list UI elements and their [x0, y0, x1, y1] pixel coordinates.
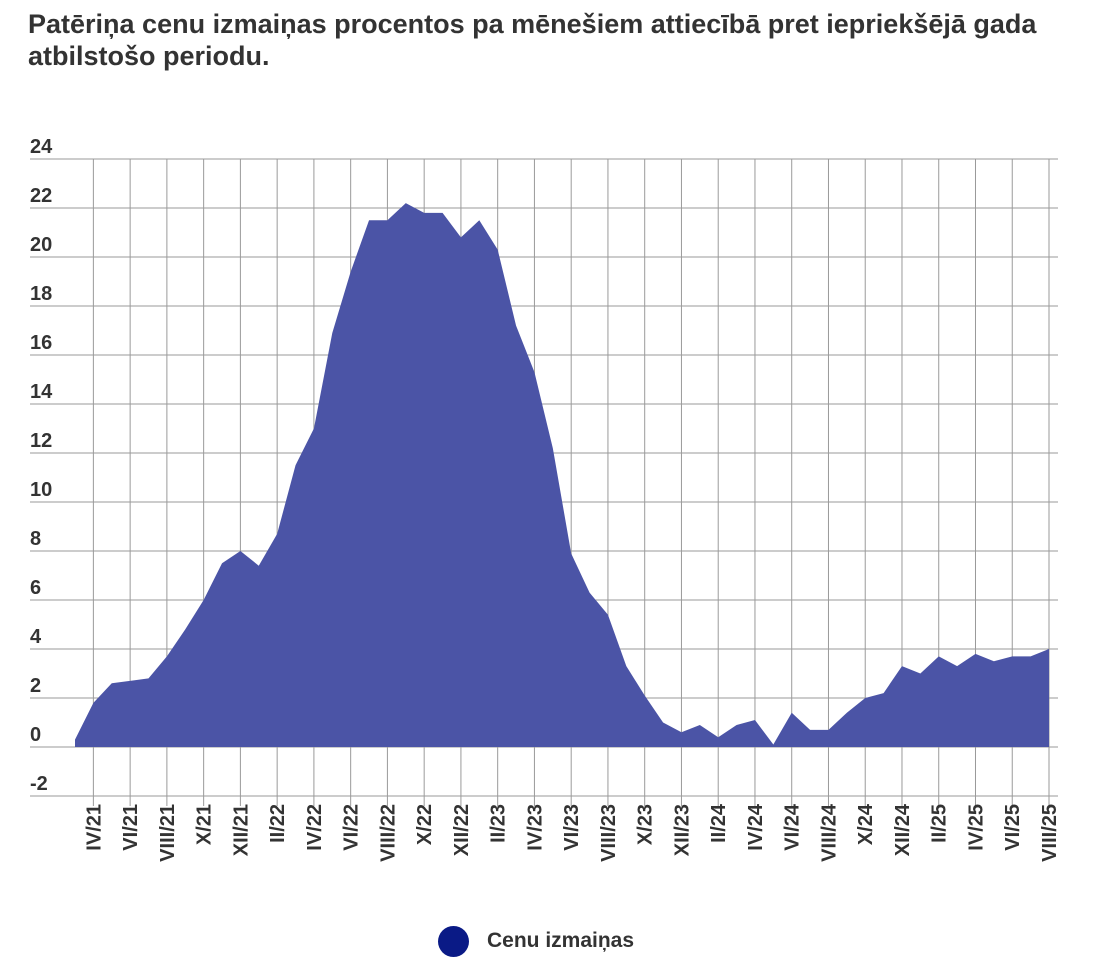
- x-tick-label: VI/23: [561, 804, 583, 851]
- y-tick-label: 14: [30, 381, 53, 403]
- y-tick-label: 12: [30, 430, 52, 452]
- y-tick-label: 10: [30, 479, 52, 501]
- y-tick-label: 4: [30, 626, 42, 648]
- y-tick-label: 24: [30, 136, 53, 158]
- x-tick-label: IV/21: [83, 804, 105, 851]
- x-axis-tick-labels: IV/21 VI/21 VIII/21 X/21 XII/21 II/22 IV/22 VI/…: [83, 803, 1061, 862]
- x-tick-label: II/24: [708, 803, 730, 843]
- y-tick-label: 8: [30, 528, 41, 550]
- y-tick-label: 22: [30, 185, 52, 207]
- x-tick-label: XII/24: [892, 803, 914, 856]
- x-tick-label: II/22: [267, 804, 289, 843]
- x-tick-label: VI/21: [120, 804, 142, 851]
- y-tick-label: -2: [30, 773, 48, 795]
- x-tick-label: XII/21: [230, 804, 252, 856]
- x-tick-label: XII/22: [451, 804, 473, 856]
- y-tick-label: 2: [30, 675, 41, 697]
- legend-label: Cenu izmaiņas: [487, 929, 635, 952]
- legend: Cenu izmaiņas: [438, 925, 634, 957]
- area-series-cenu-izmainas: [75, 203, 1049, 748]
- y-tick-label: 16: [30, 332, 52, 354]
- chart-title: Patēriņa cenu izmaiņas procentos pa mēne…: [28, 9, 1037, 71]
- y-tick-label: 20: [30, 234, 52, 256]
- legend-dot-icon: [438, 925, 469, 957]
- x-tick-label: IV/23: [524, 804, 546, 851]
- x-tick-label: II/23: [488, 804, 510, 843]
- x-tick-label: VI/25: [1002, 804, 1024, 851]
- x-tick-label: VIII/25: [1039, 804, 1061, 862]
- x-tick-label: X/23: [635, 804, 657, 845]
- x-tick-label: VIII/21: [157, 804, 179, 862]
- x-tick-label: XII/23: [671, 804, 693, 856]
- x-tick-label: VIII/24: [818, 803, 840, 862]
- y-tick-label: 6: [30, 577, 41, 599]
- x-tick-label: X/21: [194, 804, 216, 845]
- x-tick-label: II/25: [929, 804, 951, 843]
- y-tick-label: 18: [30, 283, 52, 305]
- x-tick-label: VI/22: [341, 804, 363, 851]
- x-tick-label: X/22: [414, 804, 436, 845]
- x-tick-label: VI/24: [782, 803, 804, 851]
- x-tick-label: IV/24: [745, 803, 767, 851]
- x-tick-label: VIII/22: [377, 804, 399, 862]
- x-tick-label: VIII/23: [598, 804, 620, 862]
- x-tick-label: IV/25: [965, 804, 987, 851]
- x-tick-label: IV/22: [304, 804, 326, 851]
- y-tick-label: 0: [30, 724, 41, 746]
- x-tick-label: X/24: [855, 803, 877, 845]
